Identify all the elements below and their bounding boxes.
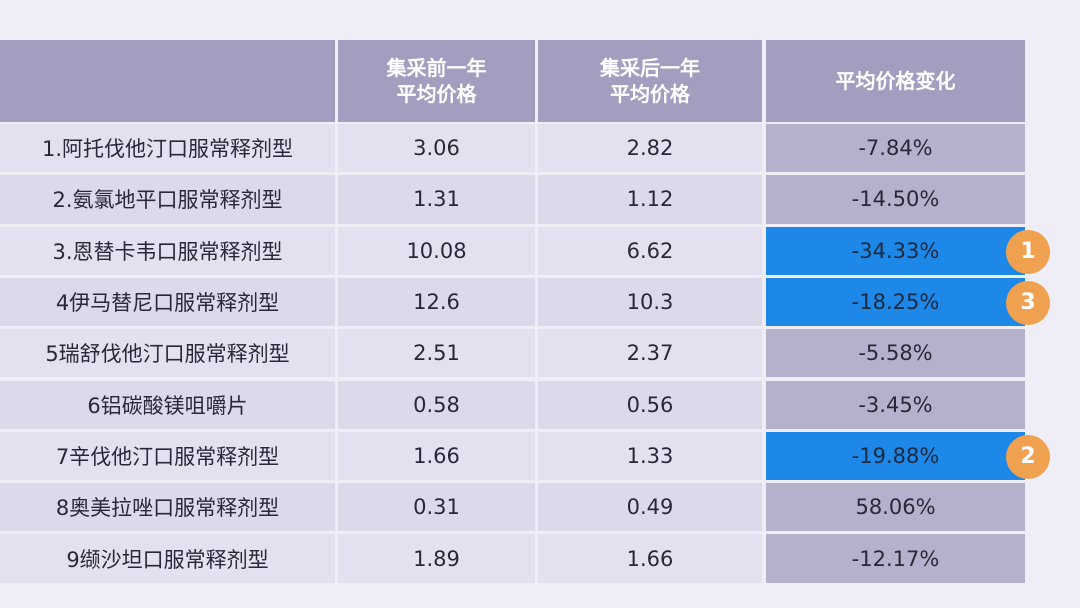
rank-badge: 3: [1006, 280, 1050, 325]
price-change-cell: -14.50%: [766, 175, 1025, 224]
drug-name-cell: 5瑞舒伐他汀口服常释剂型: [0, 329, 335, 378]
price-cell: 0.49: [538, 483, 762, 532]
price-change-cell: -3.45%: [766, 380, 1025, 429]
price-cell: 3.06: [338, 124, 535, 173]
price-cell: 1.12: [538, 175, 762, 224]
header-text: 平均价格: [610, 82, 690, 106]
header-cell: 集采后一年 平均价格: [538, 40, 762, 122]
drug-name-cell: 8奥美拉唑口服常释剂型: [0, 483, 335, 532]
drug-name-cell: 9缬沙坦口服常释剂型: [0, 534, 335, 583]
price-change-cell: -18.25%: [766, 277, 1025, 327]
price-change-cell: -5.58%: [766, 329, 1025, 378]
price-cell: 1.89: [338, 534, 535, 583]
price-cell: 0.56: [538, 380, 762, 429]
drug-name-cell: 1.阿托伐他汀口服常释剂型: [0, 124, 335, 173]
price-cell: 1.66: [538, 534, 762, 583]
header-text: 集采后一年: [600, 56, 700, 80]
header-text: 平均价格变化: [835, 69, 956, 93]
price-cell: 0.31: [338, 483, 535, 532]
drug-name-cell: 2.氨氯地平口服常释剂型: [0, 175, 335, 224]
price-cell: 1.33: [538, 431, 762, 481]
price-cell: 2.51: [338, 329, 535, 378]
price-change-cell: -19.88%: [766, 431, 1025, 481]
header-cell: 平均价格变化: [766, 40, 1025, 122]
price-cell: 0.58: [338, 380, 535, 429]
header-text: 平均价格: [396, 82, 477, 106]
drug-name-cell: 7辛伐他汀口服常释剂型: [0, 431, 335, 481]
price-cell: 10.08: [338, 226, 535, 275]
header-cell: 集采前一年 平均价格: [338, 40, 535, 122]
price-cell: 2.37: [538, 329, 762, 378]
rank-badge: 2: [1006, 434, 1050, 479]
price-cell: 10.3: [538, 277, 762, 327]
price-change-cell: -12.17%: [766, 534, 1025, 583]
rank-badge: 1: [1006, 229, 1050, 274]
price-cell: 2.82: [538, 124, 762, 173]
price-cell: 6.62: [538, 226, 762, 275]
drug-name-cell: 6铝碳酸镁咀嚼片: [0, 380, 335, 429]
price-change-cell: -7.84%: [766, 124, 1025, 173]
price-change-cell: 58.06%: [766, 483, 1025, 532]
drug-name-cell: 4伊马替尼口服常释剂型: [0, 277, 335, 327]
drug-name-cell: 3.恩替卡韦口服常释剂型: [0, 226, 335, 275]
price-cell: 1.66: [338, 431, 535, 481]
header-text: 集采前一年: [386, 56, 487, 80]
header-cell: [0, 40, 335, 122]
price-change-cell: -34.33%: [766, 226, 1025, 275]
price-cell: 12.6: [338, 277, 535, 327]
price-cell: 1.31: [338, 175, 535, 224]
